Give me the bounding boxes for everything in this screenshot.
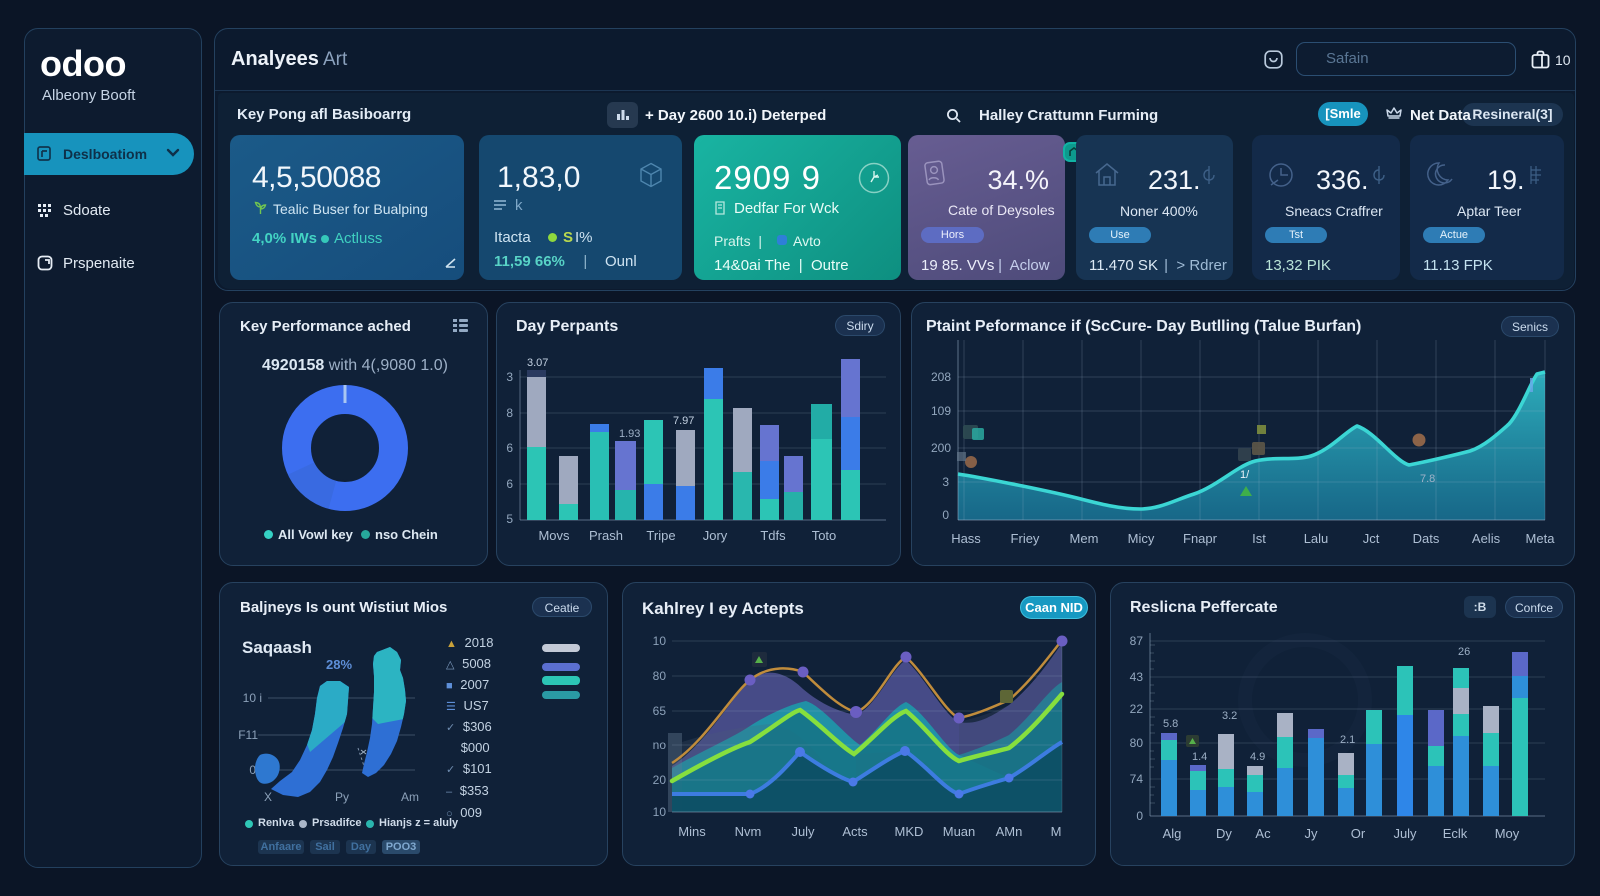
svg-text:Ist: Ist xyxy=(1252,531,1266,546)
svg-text:Mins: Mins xyxy=(678,824,706,839)
svg-text:Acts: Acts xyxy=(842,824,868,839)
svg-text:Muan: Muan xyxy=(943,824,976,839)
svg-text:July: July xyxy=(1393,826,1417,841)
svg-text:Jory: Jory xyxy=(703,528,728,543)
svg-text:Prash: Prash xyxy=(589,528,623,543)
svg-text:Jy: Jy xyxy=(1305,826,1319,841)
svg-text:0: 0 xyxy=(942,508,949,522)
svg-text:80: 80 xyxy=(653,669,667,683)
svg-text:Tripe: Tripe xyxy=(646,528,675,543)
svg-text:Moy: Moy xyxy=(1495,826,1520,841)
svg-text:20: 20 xyxy=(653,773,667,787)
svg-text:80: 80 xyxy=(1130,736,1144,750)
svg-text:7.97: 7.97 xyxy=(673,415,694,427)
svg-text:Py: Py xyxy=(335,790,349,804)
svg-text:Lalu: Lalu xyxy=(1304,531,1329,546)
svg-text:Dats: Dats xyxy=(1413,531,1440,546)
svg-text:Nvm: Nvm xyxy=(735,824,762,839)
svg-text:AMn: AMn xyxy=(996,824,1023,839)
svg-text:F11: F11 xyxy=(238,728,258,742)
svg-text:7.8: 7.8 xyxy=(1420,473,1435,485)
svg-text:Alg: Alg xyxy=(1163,826,1182,841)
svg-text:Meta: Meta xyxy=(1526,531,1556,546)
svg-text:43: 43 xyxy=(1130,670,1144,684)
svg-text:M: M xyxy=(1051,824,1062,839)
svg-text:Movs: Movs xyxy=(538,528,570,543)
svg-text:2.1: 2.1 xyxy=(1340,734,1355,746)
svg-text:1.93: 1.93 xyxy=(619,428,640,440)
svg-text:0: 0 xyxy=(1136,809,1143,823)
svg-text:3.2: 3.2 xyxy=(1222,710,1237,722)
svg-text:Ac: Ac xyxy=(1255,826,1271,841)
svg-text:5.8: 5.8 xyxy=(1163,718,1178,730)
svg-text:Or: Or xyxy=(1351,826,1366,841)
svg-text:July: July xyxy=(791,824,815,839)
svg-text:1/: 1/ xyxy=(1240,469,1250,481)
svg-text:5: 5 xyxy=(506,512,513,526)
svg-text:208: 208 xyxy=(931,370,951,384)
svg-text:87: 87 xyxy=(1130,634,1144,648)
svg-text:10: 10 xyxy=(653,634,667,648)
svg-text:Hass: Hass xyxy=(951,531,981,546)
svg-text:Eclk: Eclk xyxy=(1443,826,1468,841)
svg-text:1.4: 1.4 xyxy=(1192,751,1207,763)
svg-text:6: 6 xyxy=(506,477,513,491)
svg-text:Micy: Micy xyxy=(1128,531,1155,546)
svg-text:no: no xyxy=(653,738,667,752)
svg-text:10 i: 10 i xyxy=(243,691,262,705)
svg-text:Tdfs: Tdfs xyxy=(760,528,786,543)
svg-text:X: X xyxy=(264,790,272,804)
svg-text:Fnapr: Fnapr xyxy=(1183,531,1218,546)
svg-text:200: 200 xyxy=(931,441,951,455)
svg-text:8: 8 xyxy=(506,406,513,420)
svg-text:109: 109 xyxy=(931,404,951,418)
svg-text:Aelis: Aelis xyxy=(1472,531,1501,546)
svg-text:74: 74 xyxy=(1130,772,1144,786)
svg-text:3.07: 3.07 xyxy=(527,357,548,369)
svg-text:6: 6 xyxy=(506,441,513,455)
svg-text:65: 65 xyxy=(653,704,667,718)
svg-text:0: 0 xyxy=(249,763,256,777)
svg-text:Mem: Mem xyxy=(1070,531,1099,546)
svg-text:Jct: Jct xyxy=(1363,531,1380,546)
svg-text:3: 3 xyxy=(506,370,513,384)
svg-text:Dy: Dy xyxy=(1216,826,1232,841)
svg-text:10: 10 xyxy=(653,805,667,819)
svg-text:4.9: 4.9 xyxy=(1250,751,1265,763)
svg-text:Toto: Toto xyxy=(812,528,837,543)
svg-text:3: 3 xyxy=(942,475,949,489)
svg-text:22: 22 xyxy=(1130,702,1144,716)
svg-text:Am: Am xyxy=(401,790,419,804)
svg-text:MKD: MKD xyxy=(895,824,924,839)
svg-text:Friey: Friey xyxy=(1011,531,1040,546)
svg-text:26: 26 xyxy=(1458,646,1470,658)
